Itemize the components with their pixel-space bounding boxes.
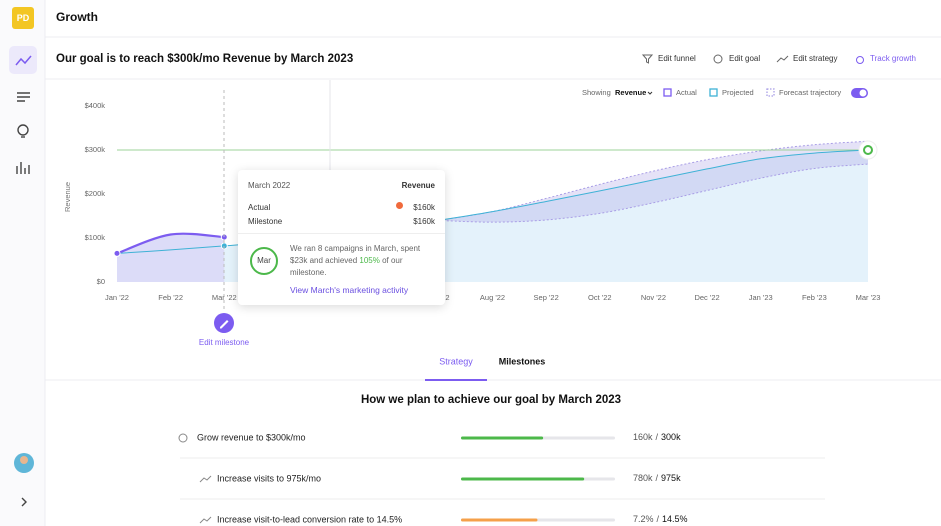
forecast-lower	[438, 163, 869, 223]
tooltip-row-label: Milestone	[248, 217, 283, 226]
x-tick-label: Feb '23	[802, 293, 827, 302]
logo	[12, 7, 34, 29]
goal-marker	[858, 140, 878, 160]
legend-swatch	[663, 88, 672, 97]
avatar-face	[20, 456, 28, 464]
tooltip-message: We ran 8 campaigns in March, spent $23k …	[290, 243, 435, 279]
legend-swatch	[766, 88, 775, 97]
showing-label: Showing	[582, 88, 611, 97]
message-highlight: 105%	[359, 256, 380, 265]
select-caret	[647, 91, 653, 95]
plan: Grow revenue to $300k/mo 160k/300kIncreas…	[178, 432, 825, 524]
tooltip-metric: Revenue	[401, 181, 435, 190]
legend-label: Actual	[676, 88, 697, 97]
nav-list[interactable]	[17, 92, 30, 102]
legend-swatch	[709, 88, 718, 97]
source-icon	[396, 202, 403, 209]
y-tick-label: $300k	[85, 145, 106, 154]
legend-label: Projected	[722, 88, 754, 97]
goal-title: Our goal is to reach $300k/mo Revenue by…	[56, 53, 353, 65]
x-tick-label: Aug '22	[480, 293, 505, 302]
x-tick-label: Sep '22	[534, 293, 559, 302]
legend-label: Forecast trajectory	[779, 88, 841, 97]
progress-text: 300k	[661, 432, 681, 442]
x-tick-label: Jan '22	[105, 293, 129, 302]
x-tick-label: Dec '22	[694, 293, 719, 302]
progress-text: 780k	[633, 473, 653, 483]
tooltip-row-value: $160k	[413, 203, 435, 212]
sidebar	[0, 0, 45, 526]
tooltip-row-value: $160k	[413, 217, 435, 226]
row-icon	[178, 433, 188, 443]
tooltip-row-label: Actual	[248, 203, 271, 212]
expand[interactable]	[21, 497, 27, 507]
tooltip-divider	[238, 233, 445, 234]
actual-line	[116, 232, 225, 255]
tooltip: March 2022 Revenue Actual $160k Mileston…	[238, 170, 445, 305]
y-axis-label: Revenue	[63, 182, 72, 212]
progress-fill	[461, 436, 544, 440]
row-label: Increase visits to 975k/mo	[217, 473, 321, 483]
actual-point	[113, 249, 121, 257]
progress-text: /	[656, 473, 659, 483]
row-progress: 7.2%/14.5%	[633, 514, 688, 524]
y-tick-label: $200k	[85, 189, 106, 198]
tab[interactable]: Milestones	[499, 356, 546, 366]
row-icon	[199, 475, 212, 483]
goal-marker-ring	[863, 145, 873, 155]
message-text: We ran 8 campaigns in March, spent $23k …	[290, 244, 421, 265]
row-label: Grow revenue to $300k/mo	[197, 432, 306, 442]
progress-text: /	[657, 514, 660, 524]
y-tick-label: $400k	[85, 101, 106, 110]
nav-idea[interactable]	[17, 124, 29, 136]
nav-growth-icon	[15, 55, 32, 66]
row-progress: 780k/975k	[633, 473, 681, 483]
tab-active[interactable]: Strategy	[439, 356, 473, 366]
y-tick-label: $0	[97, 277, 105, 286]
x-tick-label: Oct '22	[588, 293, 612, 302]
row-icon	[199, 516, 212, 524]
forecast-upper	[438, 140, 869, 221]
progress-text: 160k	[633, 432, 653, 442]
action[interactable]: Track growth	[870, 54, 916, 63]
action-icons	[641, 54, 864, 64]
tooltip-badge: Mar	[250, 247, 278, 275]
action[interactable]: Edit funnel	[658, 54, 696, 63]
nav-icons	[16, 92, 30, 174]
row-label: Increase visit-to-lead conversion rate t…	[217, 514, 402, 524]
message-text: of our milestone.	[290, 256, 403, 277]
tooltip-link[interactable]: View March's marketing activity	[290, 285, 409, 295]
metric-select[interactable]: Revenue	[615, 88, 646, 97]
progress-text: 14.5%	[662, 514, 688, 524]
tooltip-month: March 2022	[248, 181, 291, 190]
progress-text: 975k	[661, 473, 681, 483]
x-tick-label: Mar '22	[212, 293, 237, 302]
page-title: Growth	[56, 10, 98, 24]
edit-milestone-label[interactable]: Edit milestone	[199, 338, 250, 347]
row-progress: 160k/300k	[633, 432, 681, 442]
x-tick-label: Mar '23	[856, 293, 881, 302]
action[interactable]: Edit goal	[729, 54, 760, 63]
actual-area	[117, 233, 225, 282]
pencil-icon	[220, 320, 229, 329]
x-tick-label: Feb '22	[158, 293, 183, 302]
progress-fill	[461, 477, 585, 481]
progress-text: /	[656, 432, 659, 442]
logo-text: PD	[17, 13, 30, 23]
toggle-knob	[859, 89, 867, 97]
action[interactable]: Edit strategy	[793, 54, 837, 63]
nav-bars[interactable]	[16, 162, 30, 174]
x-tick-label: Jan '23	[749, 293, 773, 302]
progress-text: 7.2%	[633, 514, 654, 524]
y-tick-label: $100k	[85, 233, 106, 242]
x-tick-label: Nov '22	[641, 293, 666, 302]
progress-fill	[461, 518, 538, 522]
plan-title: How we plan to achieve our goal by March…	[361, 394, 621, 406]
